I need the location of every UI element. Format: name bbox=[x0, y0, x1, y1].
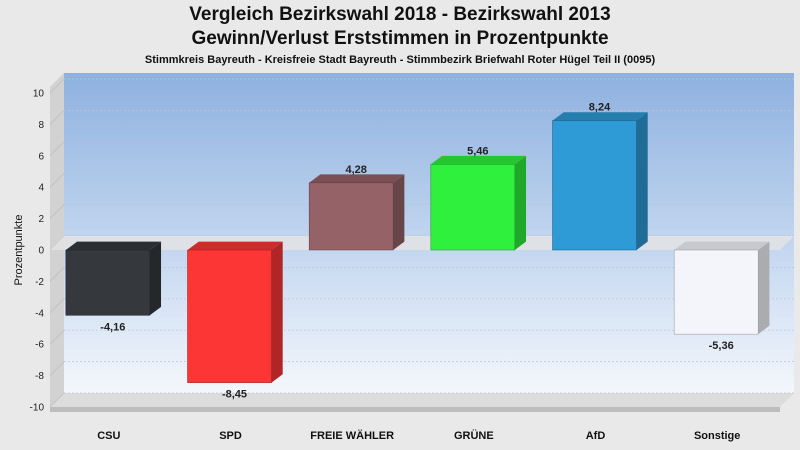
bar bbox=[65, 241, 162, 316]
data-label: -5,36 bbox=[709, 340, 734, 352]
bar-top bbox=[430, 155, 527, 165]
y-tick-label: -10 bbox=[30, 403, 45, 414]
bar-front bbox=[673, 249, 759, 335]
grid-line-side bbox=[49, 361, 65, 376]
bar bbox=[430, 155, 527, 251]
grid-line-side bbox=[49, 110, 65, 125]
bar-top bbox=[65, 241, 162, 250]
data-label: 4,28 bbox=[345, 164, 366, 176]
y-tick-label: 6 bbox=[38, 151, 44, 162]
data-label: 8,24 bbox=[589, 102, 611, 114]
bar-front bbox=[308, 182, 394, 251]
bar bbox=[552, 112, 648, 251]
chart-title: Vergleich Bezirkswahl 2018 - Bezirkswahl… bbox=[189, 4, 611, 25]
y-tick-label: -8 bbox=[35, 371, 44, 382]
x-tick-label: AfD bbox=[586, 430, 606, 442]
bar-top bbox=[187, 241, 283, 250]
grid-line-side bbox=[49, 298, 65, 314]
x-tick-label: Sonstige bbox=[694, 430, 740, 442]
data-label: -8,45 bbox=[222, 389, 247, 401]
y-tick-label: -2 bbox=[35, 277, 44, 288]
y-tick-label: 10 bbox=[33, 89, 45, 100]
bar bbox=[187, 241, 283, 383]
y-tick-label: -6 bbox=[35, 340, 44, 351]
grid-line-side bbox=[49, 392, 65, 408]
bar-front bbox=[65, 249, 151, 316]
chart-subtitle: Stimmkreis Bayreuth - Kreisfreie Stadt B… bbox=[144, 54, 656, 66]
grid-line-side bbox=[49, 204, 65, 219]
bar-side bbox=[636, 112, 648, 251]
y-tick-label: 8 bbox=[38, 120, 44, 131]
plot-floor-edge bbox=[50, 407, 780, 412]
bar-front bbox=[552, 120, 637, 251]
x-tick-label: SPD bbox=[219, 430, 242, 442]
data-label: 5,46 bbox=[467, 145, 488, 157]
bar-front bbox=[187, 249, 272, 383]
y-axis-label: Prozentpunkte bbox=[13, 215, 25, 286]
bar-side bbox=[149, 241, 162, 316]
grid-line-side bbox=[49, 329, 65, 345]
chart-title-line-2: Gewinn/Verlust Erststimmen in Prozentpun… bbox=[191, 28, 609, 49]
grid-line-side bbox=[49, 172, 65, 188]
bar-side bbox=[271, 241, 283, 383]
bar-top bbox=[674, 241, 770, 250]
plot-back-wall bbox=[64, 73, 794, 393]
bar-top bbox=[552, 112, 648, 121]
bar-top bbox=[309, 174, 405, 183]
y-tick-label: -4 bbox=[35, 308, 44, 319]
y-tick-label: 4 bbox=[38, 183, 44, 194]
plot-floor bbox=[50, 393, 794, 407]
x-tick-label: FREIE WÄHLER bbox=[310, 429, 394, 442]
data-label: -4,16 bbox=[100, 321, 125, 333]
bar-side bbox=[514, 155, 527, 250]
bar-side bbox=[758, 241, 770, 335]
bar-front bbox=[430, 164, 516, 251]
plot-left-wall bbox=[50, 73, 64, 407]
grid-line-side bbox=[49, 141, 65, 157]
grid-line-side bbox=[49, 78, 65, 94]
bar bbox=[308, 174, 405, 251]
x-tick-label: CSU bbox=[97, 430, 120, 442]
bar-side bbox=[393, 174, 405, 250]
x-tick-label: GRÜNE bbox=[454, 429, 494, 442]
bar bbox=[673, 241, 770, 335]
y-tick-label: 0 bbox=[38, 246, 44, 257]
y-tick-label: 2 bbox=[38, 214, 44, 225]
grid-line-side bbox=[49, 267, 65, 282]
